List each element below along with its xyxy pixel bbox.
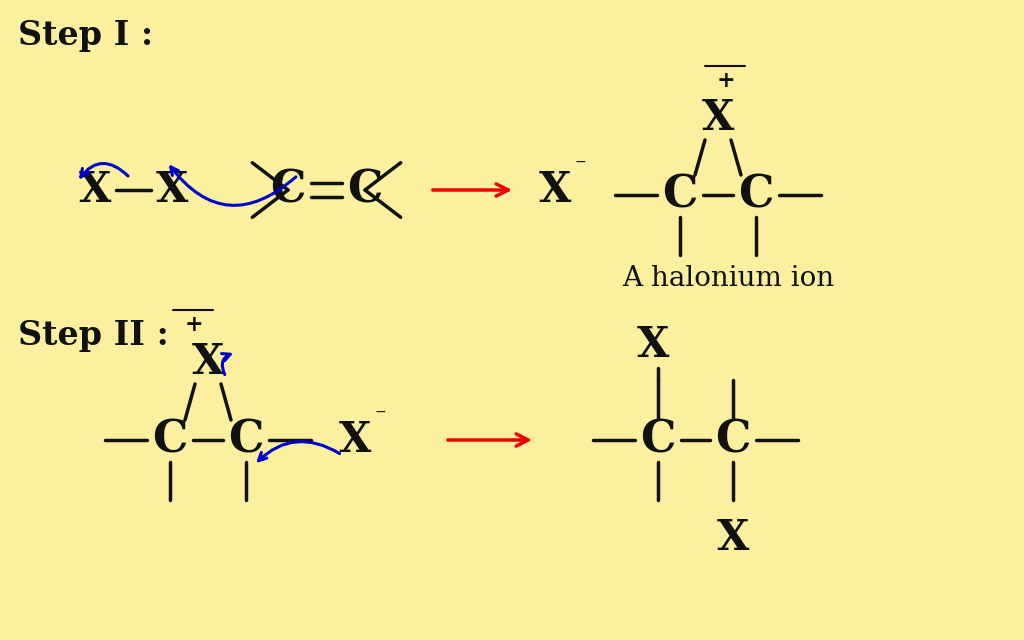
Text: C: C [270,168,306,211]
Text: X: X [717,517,750,559]
Text: A halonium ion: A halonium ion [622,264,835,291]
Text: C: C [663,173,697,216]
Text: X: X [539,169,571,211]
Text: X: X [637,324,670,366]
Text: ⁻: ⁻ [374,407,386,429]
Text: +: + [184,314,204,336]
Text: X: X [339,419,371,461]
Text: C: C [738,173,774,216]
Text: C: C [716,419,751,461]
Text: X: X [79,169,112,211]
Text: ⁻: ⁻ [574,157,586,179]
Text: +: + [717,70,735,92]
Text: X: X [191,341,224,383]
Text: C: C [228,419,264,461]
Text: Step II :: Step II : [18,319,169,351]
Text: C: C [640,419,676,461]
Text: X: X [701,97,734,139]
Text: C: C [347,168,383,211]
Text: X: X [156,169,188,211]
Text: C: C [153,419,187,461]
Text: Step I :: Step I : [18,19,154,51]
